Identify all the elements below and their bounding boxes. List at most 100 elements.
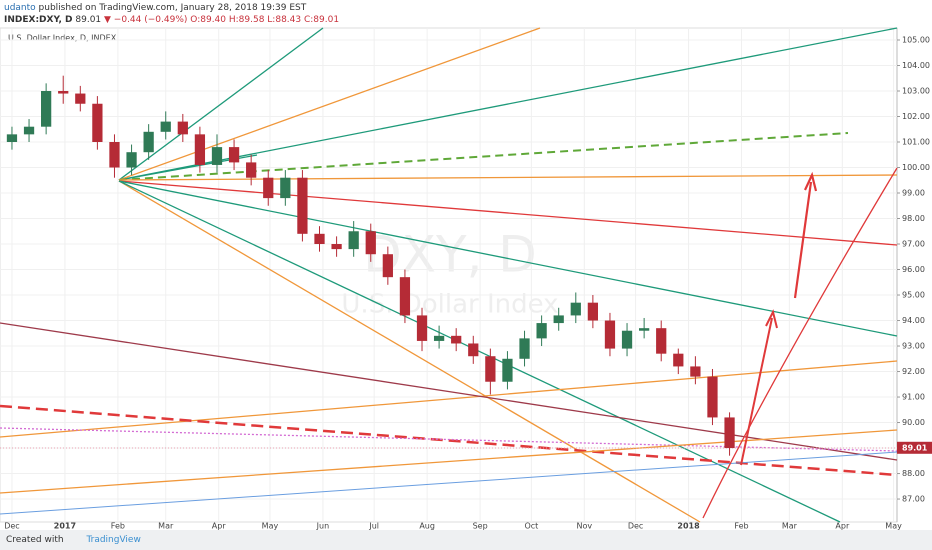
y-tick-label: 100.00 — [902, 163, 930, 172]
x-tick-label: Jun — [316, 522, 330, 531]
candle-body — [228, 147, 240, 163]
candle-body — [468, 343, 479, 357]
candle-body — [382, 254, 393, 278]
arrow — [793, 171, 818, 299]
y-tick-label: 102.00 — [902, 112, 930, 121]
candle-body — [6, 134, 18, 142]
price-tag-label: 89.01 — [902, 443, 928, 452]
chart: U.S. Dollar Index, D, INDEX DXY, D U.S. … — [0, 27, 932, 531]
candle-body — [553, 315, 564, 324]
curve — [702, 167, 898, 519]
candle-body — [314, 233, 325, 245]
x-tick-label: May — [262, 522, 279, 531]
candle-body — [365, 231, 376, 255]
y-tick-label: 99.00 — [902, 189, 925, 198]
candle-body — [211, 147, 223, 165]
candle-body — [707, 376, 718, 418]
x-tick-label: 2017 — [54, 522, 76, 531]
candle-body — [673, 353, 684, 367]
x-tick-label: Dec — [628, 522, 643, 531]
candle-body — [519, 338, 530, 359]
candle-body — [536, 323, 547, 339]
candle-body — [433, 335, 445, 341]
x-tick-label: Apr — [835, 522, 850, 531]
trend-line — [118, 180, 898, 246]
y-tick-label: 91.00 — [902, 393, 925, 402]
x-tick-label: Feb — [734, 522, 748, 531]
y-tick-label: 93.00 — [902, 342, 925, 351]
arrow — [740, 309, 778, 466]
y-tick-label: 97.00 — [902, 240, 925, 249]
trend-line — [118, 27, 898, 181]
quote-line: INDEX:DXY, D 89.01 ▼ −0.44 (−0.49%) O:89… — [4, 14, 339, 26]
candle-body — [109, 142, 120, 168]
candle-body — [194, 134, 206, 165]
trend-line — [118, 180, 898, 337]
x-tick-label: May — [885, 522, 902, 531]
x-tick-label: Apr — [212, 522, 227, 531]
candle-body — [485, 356, 496, 382]
candle-body — [297, 177, 308, 234]
x-tick-label: Sep — [473, 522, 488, 531]
x-tick-label: Nov — [577, 522, 593, 531]
x-tick-label: 2018 — [677, 522, 700, 531]
y-tick-label: 88.00 — [902, 469, 925, 478]
y-tick-label: 87.00 — [902, 495, 925, 504]
trend-line — [118, 180, 841, 523]
y-tick-label: 101.00 — [902, 138, 930, 147]
y-tick-label: 103.00 — [902, 86, 930, 95]
candle-body — [160, 121, 171, 132]
candle-body — [621, 330, 633, 349]
candle-body — [416, 315, 428, 341]
created-with: Created with — [6, 535, 64, 545]
y-tick-label: 95.00 — [902, 291, 925, 300]
y-tick-label: 96.00 — [902, 265, 925, 274]
trend-line — [0, 404, 898, 477]
x-tick-label: Oct — [524, 522, 538, 531]
candle-body — [41, 90, 52, 127]
candle-body — [502, 358, 513, 382]
trend-line — [0, 360, 898, 438]
candle-body — [656, 328, 667, 354]
drawings — [0, 27, 898, 523]
candle-body — [126, 152, 137, 168]
chart-title: U.S. Dollar Index, D, INDEX — [8, 34, 117, 43]
last: 89.01 — [75, 15, 102, 25]
y-tick-label: 94.00 — [902, 316, 925, 325]
candle-body — [58, 90, 69, 94]
candle-body — [587, 302, 598, 321]
candle-body — [143, 131, 154, 153]
candle-body — [23, 126, 35, 135]
footer: Created with TradingView — [0, 530, 932, 550]
trend-line — [0, 427, 898, 452]
candle-body — [263, 177, 274, 199]
candle-body — [639, 328, 650, 331]
trend-line — [118, 27, 324, 181]
symbol: INDEX:DXY, D — [4, 15, 73, 25]
published: published on TradingView.com, January 28… — [38, 3, 307, 13]
candle-body — [724, 417, 735, 449]
trend-line — [118, 180, 701, 523]
change: ▼ −0.44 (−0.49%) — [104, 15, 188, 25]
candle-body — [451, 335, 462, 344]
candle-body — [75, 93, 86, 104]
ohlc: O:89.40 H:89.58 L:88.43 C:89.01 — [190, 15, 340, 25]
trend-line — [0, 429, 898, 494]
author[interactable]: udanto — [4, 3, 36, 13]
x-tick-label: Jul — [368, 522, 379, 531]
candle-body — [399, 277, 411, 316]
candle-body — [177, 121, 188, 135]
y-tick-label: 92.00 — [902, 367, 925, 376]
candle-body — [348, 231, 359, 250]
y-tick-label: 104.00 — [902, 61, 930, 70]
price-tag — [897, 441, 932, 454]
publish-line: udanto published on TradingView.com, Jan… — [4, 2, 339, 14]
x-tick-label: Mar — [158, 522, 174, 531]
header: udanto published on TradingView.com, Jan… — [4, 2, 339, 26]
watermark: U.S. Dollar Index — [341, 290, 558, 320]
x-tick-label: Aug — [419, 522, 435, 531]
x-tick-label: Feb — [111, 522, 125, 531]
brand[interactable]: TradingView — [86, 535, 141, 545]
x-tick-label: Dec — [4, 522, 19, 531]
